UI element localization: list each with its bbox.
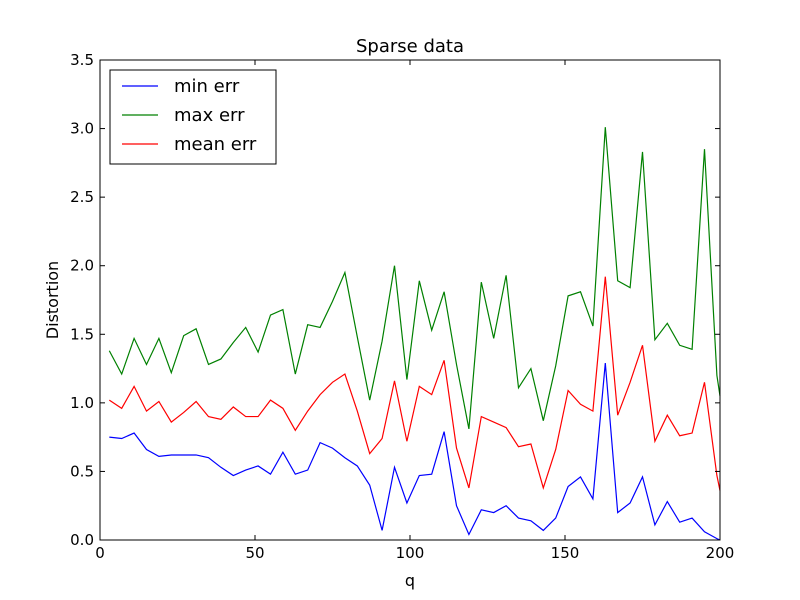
legend-label: min err (174, 76, 240, 97)
x-tick-label: 0 (95, 544, 105, 562)
y-tick-label: 3.5 (70, 51, 94, 69)
y-tick-label: 2.0 (70, 257, 94, 275)
y-axis-label: Distortion (43, 261, 62, 339)
x-axis-label: q (405, 571, 415, 590)
x-tick-label: 150 (551, 544, 580, 562)
y-tick-label: 3.0 (70, 120, 94, 138)
series-line-mean-err (108, 276, 721, 491)
y-tick-label: 0.0 (70, 531, 94, 549)
y-tick-label: 0.5 (70, 462, 94, 480)
legend-label: mean err (174, 134, 257, 155)
y-tick-label: 2.5 (70, 188, 94, 206)
series-group (108, 127, 721, 541)
series-line-min-err (109, 363, 721, 541)
y-tick-label: 1.0 (70, 394, 94, 412)
y-tick-label: 1.5 (70, 325, 94, 343)
x-tick-label: 100 (396, 544, 425, 562)
axis-ticks: 0 50 100 150 200 0.0 0.5 1.0 1.5 2.0 2.5 3.0 3.5 (70, 51, 734, 562)
legend-label: max err (174, 105, 245, 126)
legend: min err max err mean err (109, 69, 277, 165)
x-tick-label: 50 (245, 544, 264, 562)
chart-title: Sparse data (356, 36, 464, 57)
x-tick-label: 200 (706, 544, 735, 562)
series-line-max-err (108, 127, 721, 430)
